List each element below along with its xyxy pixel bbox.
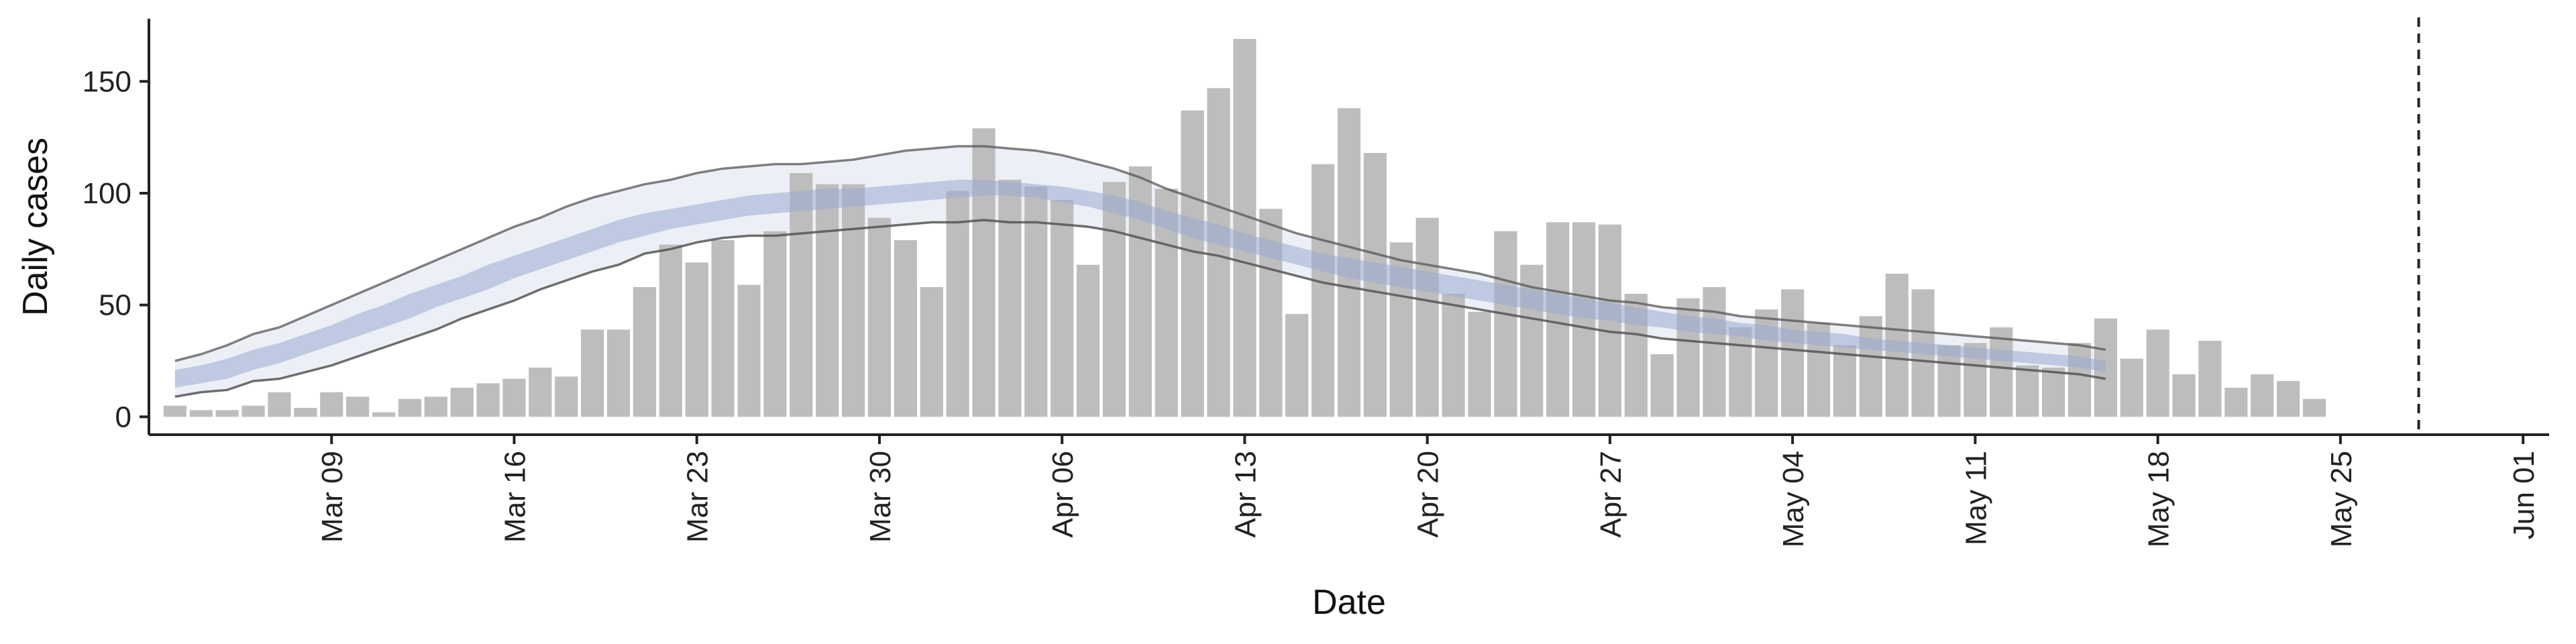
x-tick-label: Apr 13 xyxy=(1229,451,1262,538)
daily-case-bars xyxy=(163,39,2326,417)
case-bar xyxy=(1729,327,1752,417)
x-tick-label: Mar 09 xyxy=(316,451,349,543)
case-bar xyxy=(320,392,343,417)
y-axis-ticks: 0 50 100 150 xyxy=(83,65,149,433)
y-tick-label: 0 xyxy=(115,400,131,433)
case-bar xyxy=(2302,398,2326,417)
x-tick-label: Jun 01 xyxy=(2508,451,2540,539)
x-tick-label: Mar 16 xyxy=(498,451,531,543)
case-bar xyxy=(581,329,604,417)
case-bar xyxy=(163,405,186,417)
case-bar xyxy=(685,262,708,417)
case-bar xyxy=(1415,217,1439,417)
y-tick-label: 150 xyxy=(83,65,131,98)
case-bar xyxy=(268,392,291,417)
y-tick-label: 100 xyxy=(83,177,131,210)
case-bar xyxy=(1703,287,1726,417)
inner-band-area xyxy=(174,180,2106,388)
case-bar xyxy=(841,184,865,417)
case-bar xyxy=(1363,153,1387,417)
case-bar xyxy=(1207,88,1230,417)
case-bar xyxy=(2068,343,2092,417)
case-bar xyxy=(346,396,370,417)
case-bar xyxy=(1937,345,1961,417)
case-bar xyxy=(946,191,969,417)
case-bar xyxy=(1650,354,1674,417)
case-bar xyxy=(215,410,239,417)
x-axis-ticks: Mar 09 Mar 16 Mar 23 Mar 30 Apr 06 Apr 13 Apr … xyxy=(316,435,2540,547)
case-bar xyxy=(659,244,682,417)
case-bar xyxy=(502,378,526,417)
case-bar xyxy=(2016,365,2039,417)
case-bar xyxy=(2146,329,2169,417)
case-bar xyxy=(476,383,500,417)
x-tick-label: Apr 20 xyxy=(1412,451,1445,538)
x-tick-label: Apr 27 xyxy=(1595,451,1627,538)
x-tick-label: Mar 30 xyxy=(864,451,897,543)
y-axis-title: Daily cases xyxy=(16,138,55,316)
case-bar xyxy=(711,240,735,417)
case-bar xyxy=(867,217,892,417)
case-bar xyxy=(1285,314,1309,417)
outer-band-area xyxy=(174,146,2106,397)
case-bar xyxy=(1233,39,1256,417)
case-bar xyxy=(555,376,578,417)
x-tick-label: May 25 xyxy=(2325,451,2358,547)
outer-band-upper-line xyxy=(174,145,2106,362)
case-bar xyxy=(424,396,447,417)
case-bar xyxy=(1546,222,1570,417)
case-bar xyxy=(972,128,996,417)
x-tick-label: May 18 xyxy=(2143,451,2176,547)
case-bar xyxy=(1468,311,1491,417)
case-bar xyxy=(1024,186,1048,417)
outer-band-lower-line xyxy=(174,219,2106,398)
case-bar xyxy=(1859,316,1882,417)
case-bar xyxy=(189,410,213,417)
x-tick-label: May 11 xyxy=(1960,451,1992,545)
inner-credible-band xyxy=(174,180,2106,388)
case-bar xyxy=(920,287,943,417)
band-boundary-lines xyxy=(174,145,2106,398)
case-bar xyxy=(1102,182,1126,417)
case-bar xyxy=(398,398,422,417)
case-bar xyxy=(2198,341,2222,417)
case-bar xyxy=(241,405,265,417)
case-bar xyxy=(1051,200,1074,417)
outer-credible-band xyxy=(174,146,2106,397)
case-bar xyxy=(998,180,1022,417)
case-bar xyxy=(2041,368,2065,417)
case-bar xyxy=(1311,164,1335,417)
x-tick-label: Apr 06 xyxy=(1046,451,1079,538)
case-bar xyxy=(763,231,787,417)
case-bar xyxy=(894,240,917,417)
case-bar xyxy=(1076,264,1100,417)
case-bar xyxy=(1833,345,1857,417)
case-bar xyxy=(372,412,396,417)
x-tick-label: May 04 xyxy=(1777,451,1810,547)
case-bar xyxy=(2276,381,2300,417)
case-bar xyxy=(1990,327,2013,417)
case-bar xyxy=(1572,222,1596,417)
case-bar xyxy=(2120,358,2143,417)
case-bar xyxy=(606,329,631,417)
case-bar xyxy=(294,408,317,417)
case-bar xyxy=(2251,374,2274,417)
case-bar xyxy=(1781,289,1805,417)
case-bar xyxy=(816,184,839,417)
y-tick-label: 50 xyxy=(99,289,131,322)
case-bar xyxy=(1181,110,1204,417)
case-bar xyxy=(529,368,552,417)
case-bar xyxy=(1442,294,1465,417)
case-bar xyxy=(450,388,474,417)
case-bar xyxy=(737,284,761,417)
x-tick-label: Mar 23 xyxy=(682,451,714,543)
case-bar xyxy=(2224,388,2248,417)
case-bar xyxy=(790,173,813,417)
x-axis-title: Date xyxy=(1312,583,1386,622)
case-bar xyxy=(633,287,657,417)
case-bar xyxy=(1494,231,1517,417)
case-bar xyxy=(2172,374,2196,417)
